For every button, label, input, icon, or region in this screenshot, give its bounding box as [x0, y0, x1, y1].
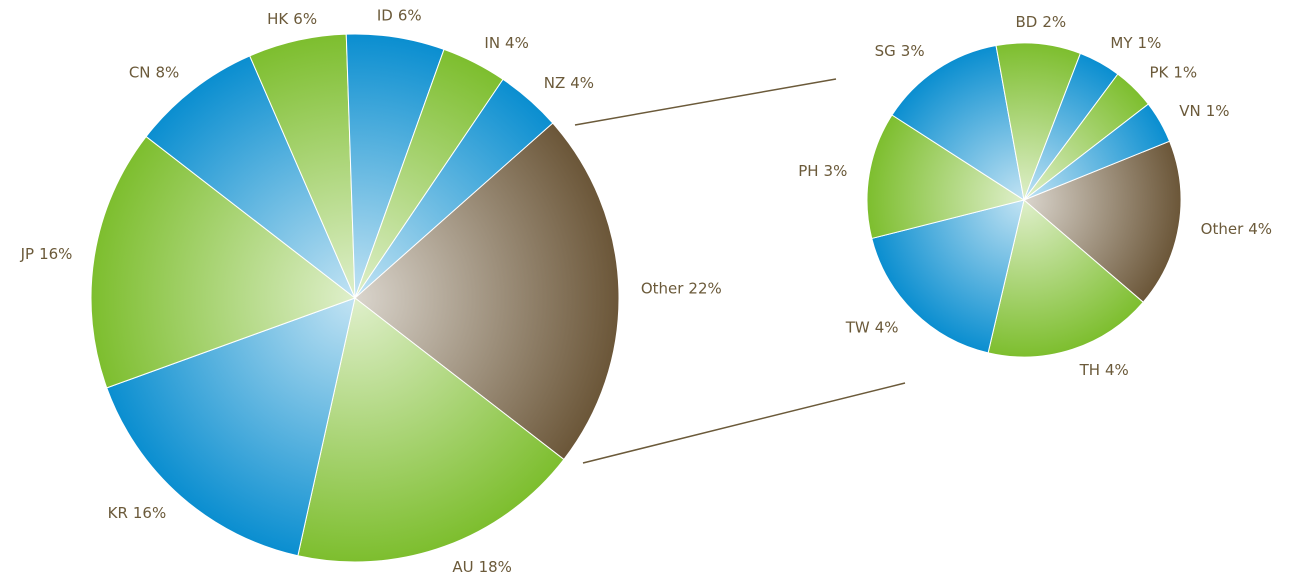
slice-label: Other 22%	[641, 279, 722, 297]
slice-label: IN 4%	[484, 33, 528, 51]
slice-label: TW 4%	[845, 318, 899, 336]
slice-value: 4%	[570, 74, 594, 92]
slice-value: 18%	[479, 557, 512, 575]
slice-value: 16%	[39, 244, 72, 262]
pie-slice	[995, 42, 1082, 202]
slice-value: 8%	[156, 63, 180, 81]
pie-slice	[354, 122, 620, 461]
pie-slice	[1023, 140, 1182, 303]
slice-label: Other 4%	[1201, 219, 1272, 237]
slice-value: 6%	[398, 6, 422, 24]
slice-value: 4%	[505, 33, 529, 51]
slice-label: BD 2%	[1015, 12, 1066, 30]
slice-category: MY	[1110, 34, 1133, 52]
slice-label: TH 4%	[1079, 361, 1129, 379]
connector-line	[582, 382, 906, 464]
connector-line	[574, 78, 837, 126]
pie-slice	[1023, 103, 1171, 201]
slice-category: HK	[267, 9, 289, 27]
pie-slice	[871, 199, 1025, 354]
pie-slice	[106, 297, 356, 557]
slice-category: TW	[845, 318, 870, 336]
pie-slice	[866, 114, 1026, 240]
pie-slice	[90, 135, 357, 389]
slice-value: 16%	[133, 503, 166, 521]
slice-label: MY 1%	[1110, 34, 1161, 52]
pie-slice	[354, 78, 554, 299]
slice-label: PH 3%	[798, 162, 847, 180]
slice-category: KR	[108, 503, 128, 521]
pie-slice	[891, 44, 1025, 202]
slice-label: PK 1%	[1150, 63, 1198, 81]
slice-category: JP	[20, 244, 34, 262]
slice-value: 22%	[688, 279, 721, 297]
slice-value: 4%	[1248, 219, 1272, 237]
slice-category: ID	[377, 6, 393, 24]
slice-label: JP 16%	[20, 244, 73, 262]
slice-label: CN 8%	[129, 63, 180, 81]
slice-value: 6%	[293, 9, 317, 27]
slice-value: 1%	[1138, 34, 1162, 52]
slice-value: 1%	[1206, 101, 1230, 119]
slice-category: BD	[1015, 12, 1037, 30]
slice-category: SG	[875, 42, 896, 60]
slice-label: ID 6%	[377, 6, 422, 24]
slice-label: SG 3%	[875, 42, 925, 60]
slice-value: 1%	[1173, 63, 1197, 81]
slice-label: HK 6%	[267, 9, 317, 27]
pie-slice	[987, 199, 1144, 358]
slice-category: Other	[1201, 219, 1244, 237]
slice-label: KR 16%	[108, 503, 167, 521]
slice-category: CN	[129, 63, 151, 81]
slice-value: 4%	[875, 318, 899, 336]
slice-value: 3%	[824, 162, 848, 180]
slice-category: VN	[1179, 101, 1200, 119]
slice-category: TH	[1079, 361, 1100, 379]
slice-category: IN	[484, 33, 500, 51]
slice-category: PH	[798, 162, 818, 180]
slice-category: PK	[1150, 63, 1170, 81]
slice-category: AU	[452, 557, 473, 575]
slice-category: Other	[641, 279, 684, 297]
slice-label: VN 1%	[1179, 101, 1229, 119]
pie-slice	[145, 55, 356, 299]
slice-value: 2%	[1042, 12, 1066, 30]
slice-category: NZ	[544, 74, 566, 92]
slice-value: 4%	[1105, 361, 1129, 379]
pie-slice	[297, 297, 565, 563]
slice-label: NZ 4%	[544, 74, 594, 92]
slice-label: AU 18%	[452, 557, 512, 575]
slice-value: 3%	[901, 42, 925, 60]
